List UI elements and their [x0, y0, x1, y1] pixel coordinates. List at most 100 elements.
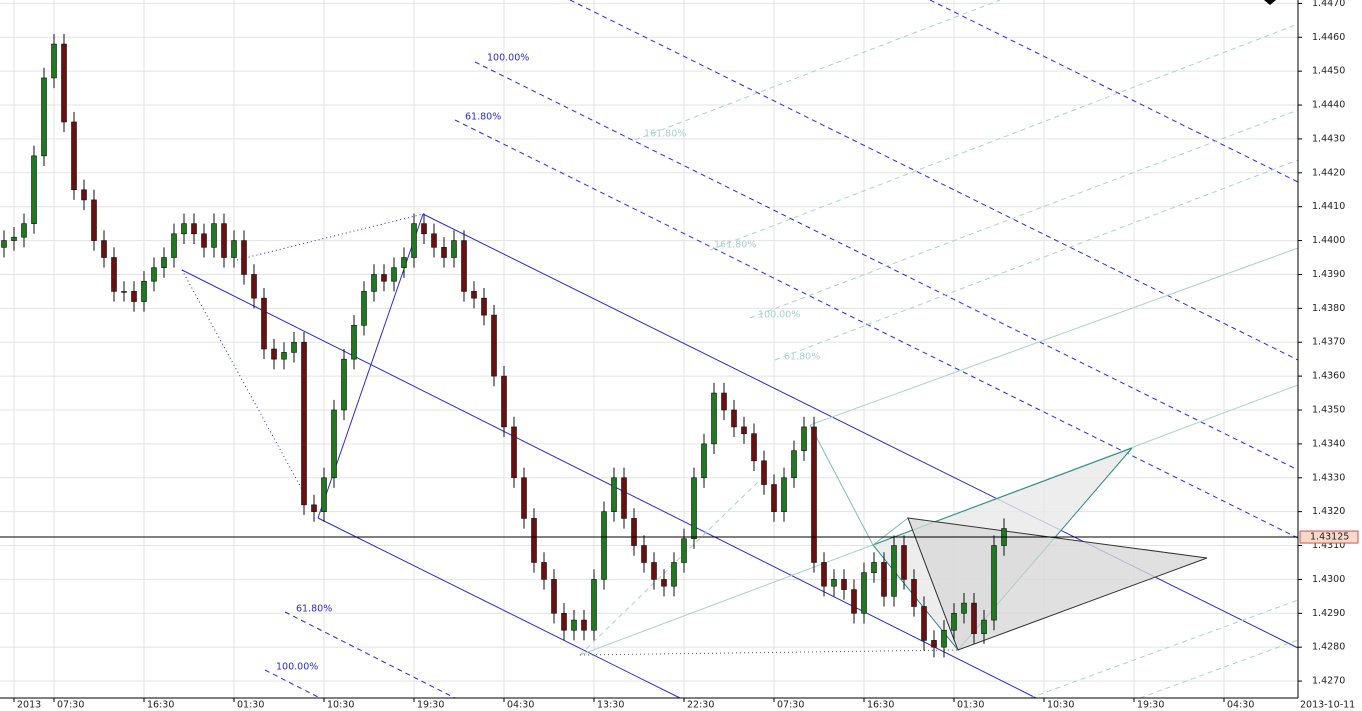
date-label: 2013-10-11 [1300, 700, 1355, 711]
candle-body [251, 274, 257, 299]
candle-body [951, 612, 957, 631]
candle-body [51, 43, 57, 79]
candle-body [741, 426, 747, 435]
fib-line [709, 23, 1299, 251]
x-tick-label: 04:30 [1227, 700, 1254, 711]
candle-body [351, 324, 357, 360]
fib-line [569, 0, 1299, 361]
candle-body [621, 477, 627, 519]
candle-body [581, 619, 587, 631]
candle-body [41, 77, 47, 157]
candle-body [861, 572, 867, 614]
candle-body [321, 477, 327, 512]
candle-body [551, 579, 557, 614]
candle-body [201, 233, 207, 248]
candle-body [131, 291, 137, 302]
candle-body [761, 460, 767, 485]
candle-body [721, 392, 727, 411]
candle-body [311, 504, 317, 512]
candle-body [511, 426, 517, 479]
x-tick-label: 04:30 [507, 700, 534, 711]
candle-body [801, 426, 807, 451]
x-tick-label: 19:30 [1137, 700, 1164, 711]
fib-line [1029, 599, 1299, 699]
fib-line [1139, 639, 1299, 699]
y-tick-label: 1.4390 [1312, 269, 1345, 280]
fib-line [749, 109, 1299, 319]
x-tick-label: 13:30 [597, 700, 624, 711]
candle-body [101, 240, 107, 258]
y-tick-label: 1.4460 [1312, 32, 1345, 43]
candle-body [371, 274, 377, 292]
candle-body [771, 484, 777, 512]
candle-body [591, 579, 597, 631]
y-tick-label: 1.4420 [1312, 167, 1345, 178]
channel-line [317, 517, 681, 699]
candle-body [461, 240, 467, 292]
y-tick-label: 1.4310 [1312, 540, 1345, 551]
candle-body [171, 233, 177, 258]
candle-body [61, 43, 67, 123]
candle-body [221, 223, 227, 258]
candle-body [831, 579, 837, 587]
candle-body [701, 443, 707, 479]
channel-line [181, 269, 1037, 699]
candle-body [541, 562, 547, 580]
candle-body [561, 612, 567, 631]
x-tick-label: 07:30 [57, 700, 84, 711]
y-tick-label: 1.4440 [1312, 100, 1345, 111]
candle-body [641, 545, 647, 563]
candle-body [651, 562, 657, 580]
candle-body [121, 291, 127, 293]
fib-line [774, 159, 1299, 361]
fib-label: 100.00% [276, 662, 318, 673]
y-tick-label: 1.4370 [1312, 337, 1345, 348]
candle-body [601, 511, 607, 580]
candle-body [811, 426, 817, 563]
y-tick-label: 1.4470 [1312, 0, 1345, 9]
x-tick-label: 16:30 [867, 700, 894, 711]
y-tick-label: 1.4430 [1312, 133, 1345, 144]
candle-body [141, 280, 147, 302]
candle-body [991, 545, 997, 621]
last-price-box [1299, 530, 1359, 544]
y-tick-label: 1.4270 [1312, 676, 1345, 687]
x-tick-label: 10:30 [1047, 700, 1074, 711]
y-tick-label: 1.4450 [1312, 66, 1345, 77]
candle-body [821, 562, 827, 587]
x-tick-label: 01:30 [957, 700, 984, 711]
fib-label: 161.80% [644, 129, 686, 140]
candle-body [91, 199, 97, 241]
candle-body [531, 518, 537, 563]
y-tick-label: 1.4330 [1312, 472, 1345, 483]
candle-body [11, 236, 17, 241]
candle-body [191, 223, 197, 235]
candle-body [711, 392, 717, 445]
candle-body [231, 240, 237, 258]
fib-line [634, 0, 1001, 141]
y-tick-label: 1.4380 [1312, 303, 1345, 314]
candle-body [981, 619, 987, 634]
fib-line [454, 119, 1299, 539]
y-tick-label: 1.4280 [1312, 642, 1345, 653]
candle-body [571, 619, 577, 631]
candle-body [611, 477, 617, 512]
candle-body [31, 155, 37, 224]
wave-line [181, 269, 306, 496]
candle-body [501, 375, 507, 428]
x-tick-label: 22:30 [687, 700, 714, 711]
candle-body [671, 562, 677, 587]
candle-body [521, 477, 527, 519]
x-tick-label: 01:30 [237, 700, 264, 711]
candle-body [791, 450, 797, 479]
dotted-line [579, 649, 959, 656]
candle-body [481, 297, 487, 316]
fan-line [809, 247, 1299, 426]
candle-body [911, 579, 917, 607]
y-tick-label: 1.4350 [1312, 404, 1345, 415]
candle-body [921, 606, 927, 641]
candle-body [261, 297, 267, 350]
marker [1264, 0, 1276, 5]
